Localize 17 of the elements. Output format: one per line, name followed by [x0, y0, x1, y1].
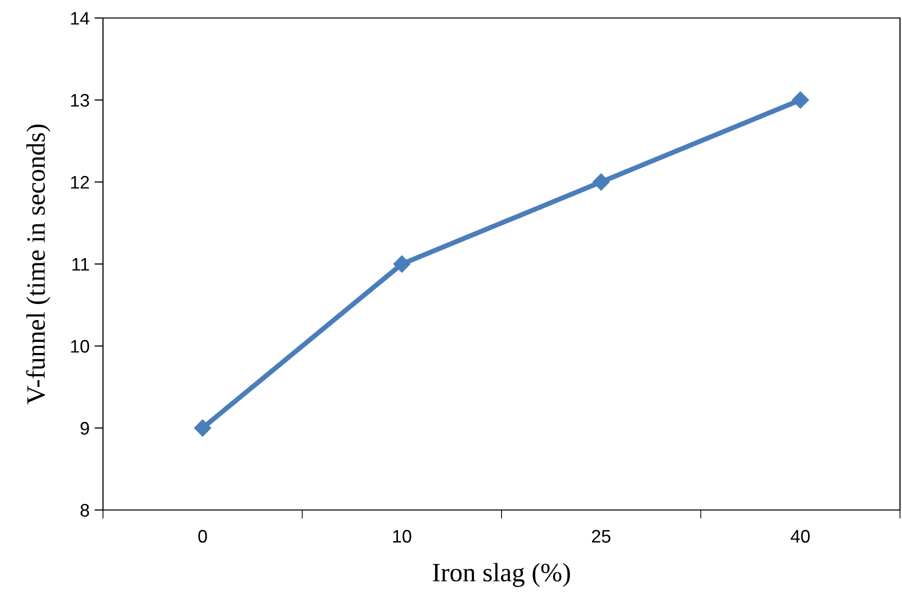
y-tick-label: 14 [71, 12, 90, 25]
point [592, 173, 610, 191]
y-tick-label: 11 [72, 258, 89, 271]
x-tick-label: 0 [198, 530, 207, 543]
y-tick-label: 10 [71, 340, 90, 353]
point [194, 419, 212, 437]
y-tick-label: 12 [71, 176, 89, 189]
x-tick-label: 40 [790, 530, 810, 543]
x-tick-label: 10 [393, 530, 412, 543]
x-axis-title: Iron slag (%) [432, 562, 570, 587]
point [393, 255, 410, 273]
point [792, 91, 809, 109]
y-tick-label: 8 [80, 504, 90, 517]
y-axis-title: V-funnel (time in seconds) [26, 124, 50, 404]
x-tick-label: 25 [592, 530, 610, 543]
y-tick-label: 9 [80, 422, 89, 435]
y-tick-label: 13 [71, 94, 90, 107]
